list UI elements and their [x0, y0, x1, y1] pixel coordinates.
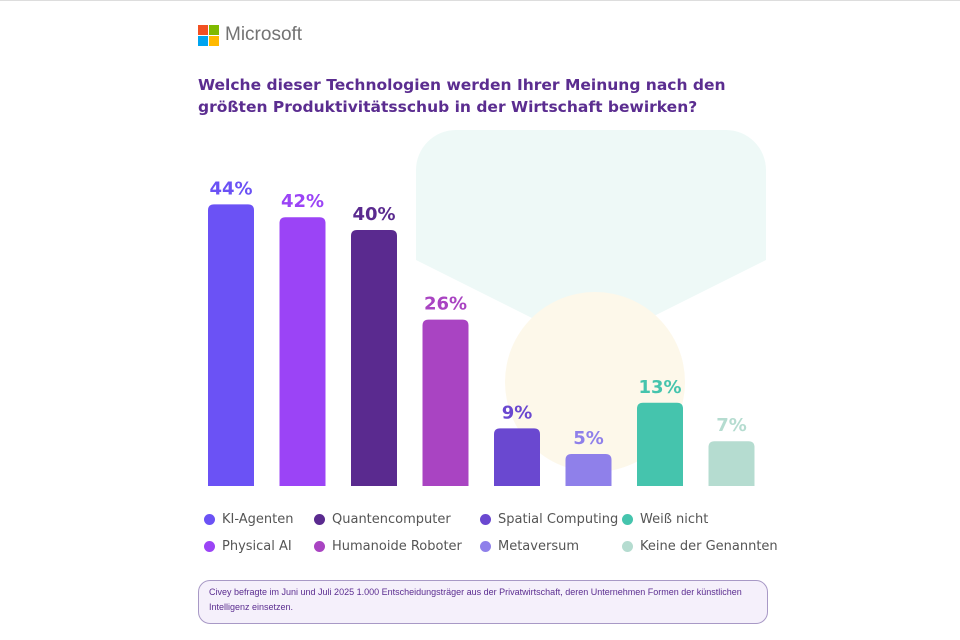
legend-swatch [204, 514, 215, 525]
legend-label: Keine der Genannten [640, 539, 778, 554]
bar-humanoide-roboter [422, 319, 469, 486]
data-label: 26% [424, 294, 467, 315]
legend-item: Physical AI [204, 539, 314, 554]
brand-name: Microsoft [225, 24, 303, 45]
legend-swatch [480, 541, 491, 552]
microsoft-logo: Microsoft [198, 24, 302, 46]
bar-spatial-computing [494, 428, 540, 486]
legend-item: Keine der Genannten [622, 539, 782, 554]
legend-item: Weiß nicht [622, 512, 782, 527]
data-label: 40% [352, 204, 395, 225]
bar-physical-ai [279, 217, 326, 486]
legend-swatch [622, 541, 633, 552]
chart-title: Welche dieser Technologien werden Ihrer … [198, 76, 726, 116]
logo-square [209, 24, 219, 35]
data-label: 9% [502, 402, 533, 423]
bar-ki-agenten [208, 204, 254, 486]
legend-item: Quantencomputer [314, 512, 480, 527]
footnote: Civey befragte im Juni und Juli 2025 1.0… [198, 580, 768, 624]
legend-label: Metaversum [498, 539, 579, 554]
legend-swatch [314, 541, 325, 552]
legend-label: Humanoide Roboter [332, 539, 462, 554]
bar-metaversum [565, 454, 612, 486]
bar-quantencomputer [351, 230, 397, 486]
legend-item: Humanoide Roboter [314, 539, 480, 554]
legend: KI-Agenten Quantencomputer Spatial Computi… [204, 512, 782, 554]
data-label: 44% [209, 178, 252, 199]
data-label: 7% [716, 415, 747, 436]
legend-label: Spatial Computing [498, 512, 619, 527]
legend-swatch [480, 514, 491, 525]
data-label: 42% [281, 191, 324, 212]
legend-label: Weiß nicht [640, 512, 709, 527]
legend-item: Spatial Computing [480, 512, 622, 527]
data-label: 5% [573, 428, 604, 449]
top-border [0, 0, 960, 1]
legend-label: Quantencomputer [332, 512, 451, 527]
logo-square [198, 35, 208, 46]
legend-label: KI-Agenten [222, 512, 294, 527]
microsoft-logo-icon [198, 24, 219, 46]
legend-swatch [204, 541, 215, 552]
data-label: 13% [638, 377, 681, 398]
legend-item: KI-Agenten [204, 512, 314, 527]
logo-square [198, 24, 208, 35]
legend-item: Metaversum [480, 539, 622, 554]
legend-swatch [314, 514, 325, 525]
legend-label: Physical AI [222, 539, 292, 554]
bar-wei-nicht [637, 402, 683, 486]
legend-swatch [622, 514, 633, 525]
logo-square [209, 35, 219, 46]
bar-keine-der-genannten [708, 441, 755, 486]
